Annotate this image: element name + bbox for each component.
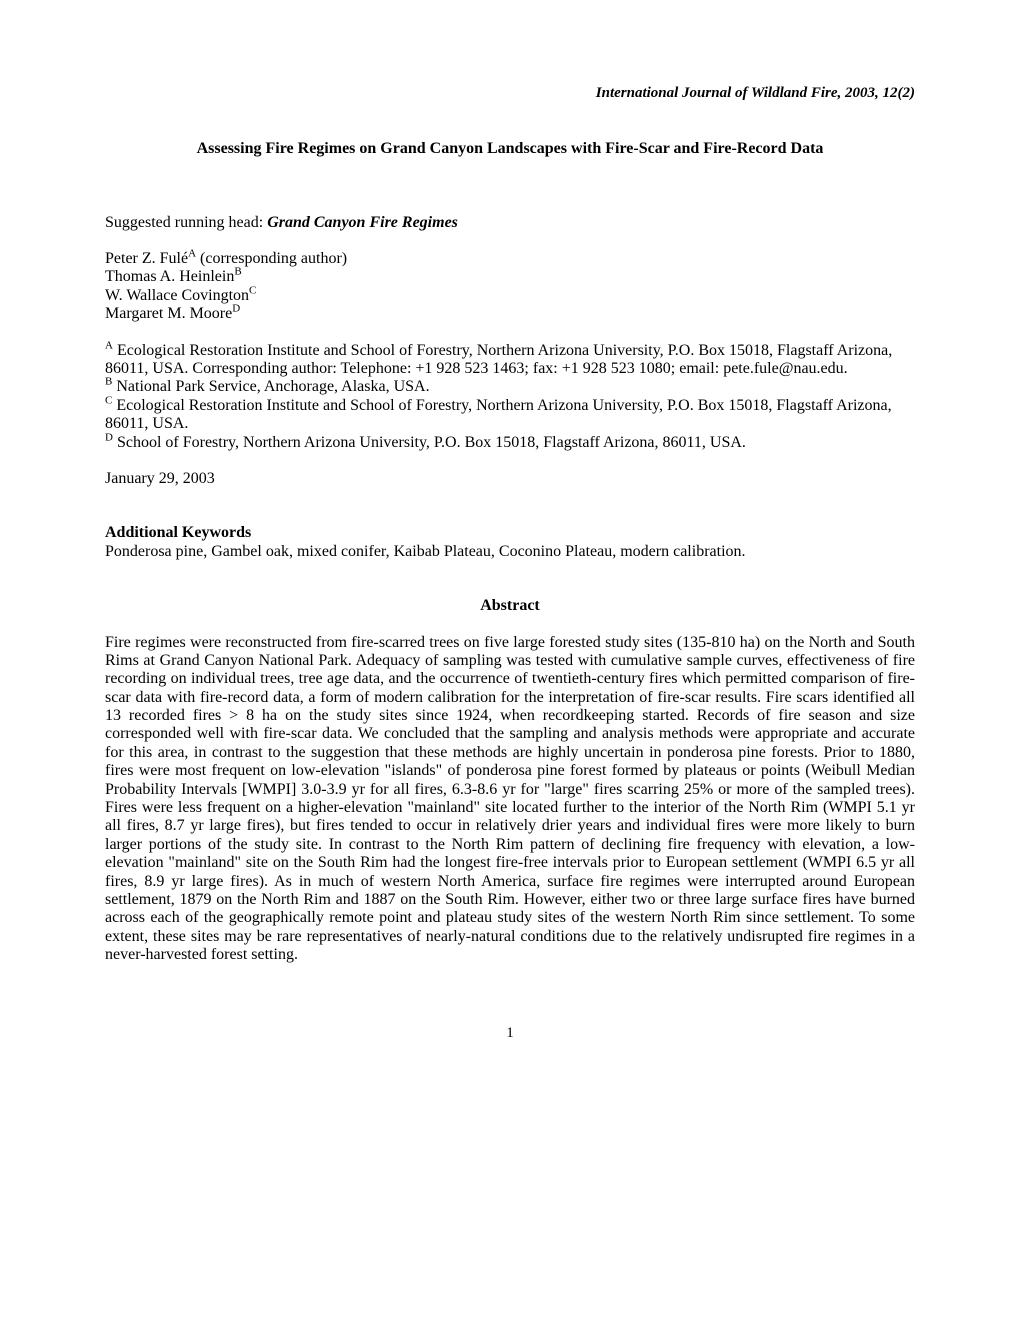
author-name: W. Wallace Covington	[105, 287, 249, 304]
abstract-text: Fire regimes were reconstructed from fir…	[105, 634, 915, 965]
author: Thomas A. HeinleinB	[105, 268, 915, 286]
abstract-heading: Abstract	[105, 597, 915, 615]
author-name: Peter Z. Fulé	[105, 250, 188, 267]
author: W. Wallace CovingtonC	[105, 287, 915, 305]
affiliation-text: National Park Service, Anchorage, Alaska…	[112, 378, 429, 395]
keywords-heading: Additional Keywords	[105, 524, 915, 542]
journal-header: International Journal of Wildland Fire, …	[105, 85, 915, 102]
author-name: Thomas A. Heinlein	[105, 268, 234, 285]
affiliation-sup: A	[105, 339, 113, 351]
affiliation-text: Ecological Restoration Institute and Sch…	[105, 342, 892, 377]
author-sup: A	[188, 248, 196, 260]
authors-block: Peter Z. FuléA (corresponding author) Th…	[105, 250, 915, 324]
affiliations-block: A Ecological Restoration Institute and S…	[105, 342, 915, 452]
keywords-block: Additional Keywords Ponderosa pine, Gamb…	[105, 524, 915, 561]
page-number: 1	[105, 1025, 915, 1042]
running-head-value: Grand Canyon Fire Regimes	[267, 214, 458, 231]
submission-date: January 29, 2003	[105, 470, 915, 488]
author-sup: C	[249, 284, 256, 296]
paper-title: Assessing Fire Regimes on Grand Canyon L…	[105, 140, 915, 158]
author-sup: B	[234, 266, 241, 278]
author-sup: D	[232, 303, 240, 315]
affiliation: C Ecological Restoration Institute and S…	[105, 397, 915, 434]
author: Margaret M. MooreD	[105, 305, 915, 323]
running-head-label: Suggested running head:	[105, 214, 267, 231]
affiliation-text: Ecological Restoration Institute and Sch…	[105, 397, 892, 432]
affiliation: D School of Forestry, Northern Arizona U…	[105, 434, 915, 452]
affiliation: A Ecological Restoration Institute and S…	[105, 342, 915, 379]
affiliation-sup: D	[105, 431, 113, 443]
author-name: Margaret M. Moore	[105, 305, 232, 322]
keywords-text: Ponderosa pine, Gambel oak, mixed conife…	[105, 543, 915, 561]
affiliation-text: School of Forestry, Northern Arizona Uni…	[113, 434, 746, 451]
author: Peter Z. FuléA (corresponding author)	[105, 250, 915, 268]
author-note: (corresponding author)	[196, 250, 347, 267]
affiliation: B National Park Service, Anchorage, Alas…	[105, 378, 915, 396]
running-head: Suggested running head: Grand Canyon Fir…	[105, 214, 915, 232]
